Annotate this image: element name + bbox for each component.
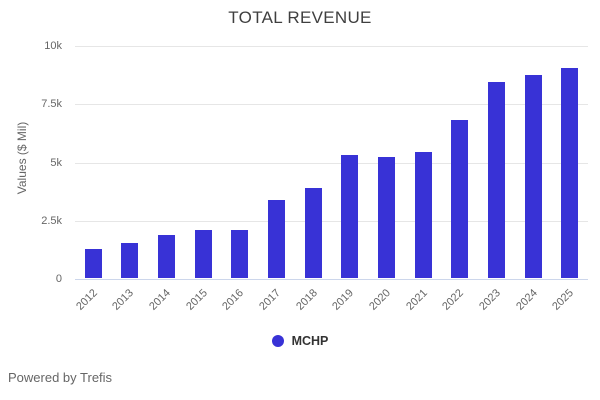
powered-by-trefis-link[interactable]: Powered by Trefis bbox=[8, 370, 113, 385]
gridline-7.5k bbox=[75, 104, 588, 106]
bar-2022[interactable] bbox=[451, 119, 469, 278]
bar-2023[interactable] bbox=[487, 82, 505, 278]
plot-area bbox=[75, 46, 588, 280]
x-label-2013: 2013 bbox=[110, 287, 137, 313]
bar-2021[interactable] bbox=[414, 152, 432, 278]
bar-2018[interactable] bbox=[304, 188, 322, 278]
y-tick-2.5k: 2.5k bbox=[41, 214, 62, 227]
x-label-2012: 2012 bbox=[74, 287, 100, 313]
bar-2015[interactable] bbox=[194, 230, 212, 278]
legend-series-label: MCHP bbox=[291, 334, 329, 348]
bar-2013[interactable] bbox=[121, 243, 139, 278]
x-label-2014: 2014 bbox=[147, 287, 174, 313]
y-tick-10k: 10k bbox=[44, 40, 62, 52]
x-axis-line bbox=[75, 279, 588, 280]
gridline-10k bbox=[75, 46, 588, 47]
x-label-2020: 2020 bbox=[367, 287, 393, 313]
x-label-2023: 2023 bbox=[477, 287, 503, 313]
bar-2025[interactable] bbox=[561, 68, 579, 278]
bar-2024[interactable] bbox=[524, 75, 542, 278]
bar-2014[interactable] bbox=[158, 234, 176, 278]
x-label-2025: 2025 bbox=[550, 287, 577, 313]
bar-2012[interactable] bbox=[84, 248, 102, 278]
legend-item-mchp[interactable]: MCHP bbox=[271, 334, 329, 348]
y-tick-5k: 5k bbox=[50, 156, 62, 169]
bar-2019[interactable] bbox=[341, 154, 359, 278]
x-label-2021: 2021 bbox=[403, 287, 430, 313]
bar-2020[interactable] bbox=[377, 156, 395, 278]
x-label-2019: 2019 bbox=[330, 287, 357, 313]
x-label-2017: 2017 bbox=[257, 287, 284, 313]
chart-title: TOTAL REVENUE bbox=[228, 8, 372, 27]
x-label-2016: 2016 bbox=[220, 287, 247, 313]
gridline-2.5k bbox=[75, 220, 588, 222]
x-label-2022: 2022 bbox=[440, 287, 467, 313]
x-label-2018: 2018 bbox=[293, 287, 320, 313]
x-label-2015: 2015 bbox=[183, 287, 210, 313]
x-label-2024: 2024 bbox=[513, 287, 540, 313]
x-axis-labels: 2012 2013 2014 2015 2016 2017 2018 2019 2020 2021… bbox=[74, 287, 588, 327]
bar-2016[interactable] bbox=[231, 230, 249, 278]
legend: MCHP bbox=[0, 334, 600, 348]
y-tick-0: 0 bbox=[55, 273, 62, 285]
bar-2017[interactable] bbox=[268, 199, 286, 278]
y-tick-7.5k: 7.5k bbox=[41, 98, 62, 111]
gridline-5k bbox=[75, 162, 588, 164]
legend-marker-icon bbox=[271, 335, 284, 347]
